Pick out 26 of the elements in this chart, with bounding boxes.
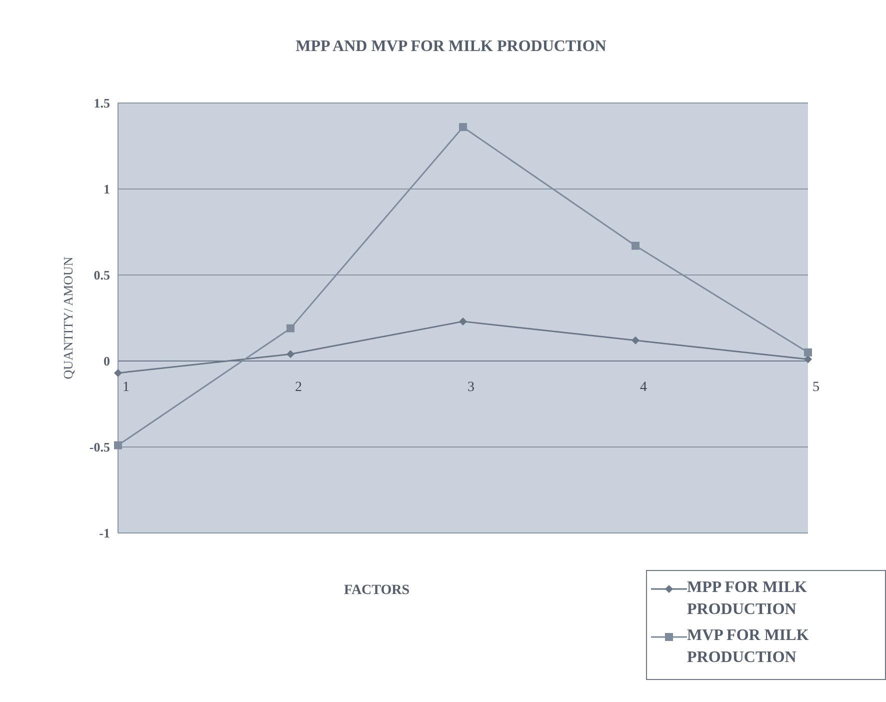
x-tick-label: 2 [295, 380, 302, 395]
chart-title: MPP AND MVP FOR MILK PRODUCTION [294, 38, 608, 56]
point [114, 369, 122, 378]
point [286, 324, 294, 332]
y-axis-title: QUANTITY/ AMOUN [60, 256, 76, 380]
y-tick-label: 0 [104, 354, 110, 369]
point [804, 355, 812, 364]
x-axis-title: FACTORS [342, 583, 411, 599]
point [804, 348, 812, 356]
x-tick-label: 5 [812, 380, 820, 395]
point [459, 317, 467, 326]
point [114, 441, 122, 450]
point [632, 336, 640, 344]
x-tick-label: 4 [640, 380, 647, 395]
legend-label: MVP FOR MILK PRODUCTION [687, 626, 810, 668]
x-tick-label: 3 [468, 380, 474, 395]
y-tick-label: -1 [99, 526, 110, 541]
y-tick-label: 1 [104, 182, 110, 197]
point [286, 350, 294, 358]
y-tick-label: 0.5 [94, 268, 110, 283]
y-tick-label: -0.5 [89, 440, 110, 455]
point [632, 242, 640, 250]
point [459, 123, 467, 132]
y-tick-label: 1.5 [94, 96, 110, 111]
legend-label: MPP FOR MILK PRODUCTION [687, 578, 808, 620]
x-tick-label: 1 [122, 380, 130, 395]
